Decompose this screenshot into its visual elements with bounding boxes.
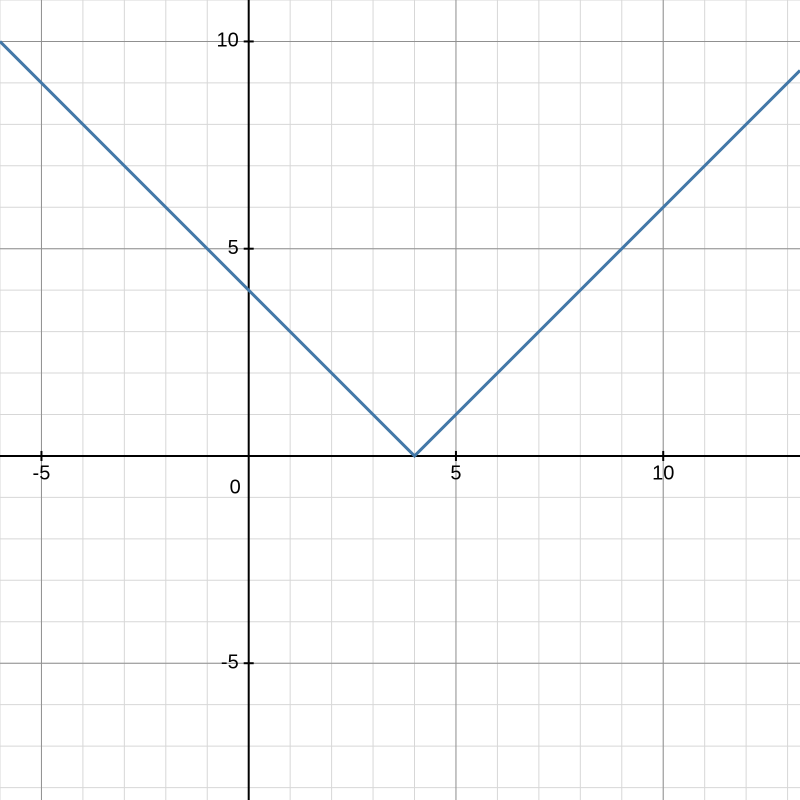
x-tick-label: -5 (33, 463, 51, 485)
y-tick-label: 10 (216, 30, 238, 52)
y-tick-label: 5 (228, 237, 239, 259)
origin-label: 0 (230, 477, 241, 499)
chart-canvas: -5 0 5 10 -5 5 10 (0, 0, 800, 800)
x-tick-label: 10 (652, 463, 674, 485)
y-tick-label: -5 (221, 651, 239, 673)
x-tick-label: 5 (450, 463, 461, 485)
chart-background (0, 0, 800, 800)
graph-plot: -5 0 5 10 -5 5 10 (0, 0, 800, 800)
